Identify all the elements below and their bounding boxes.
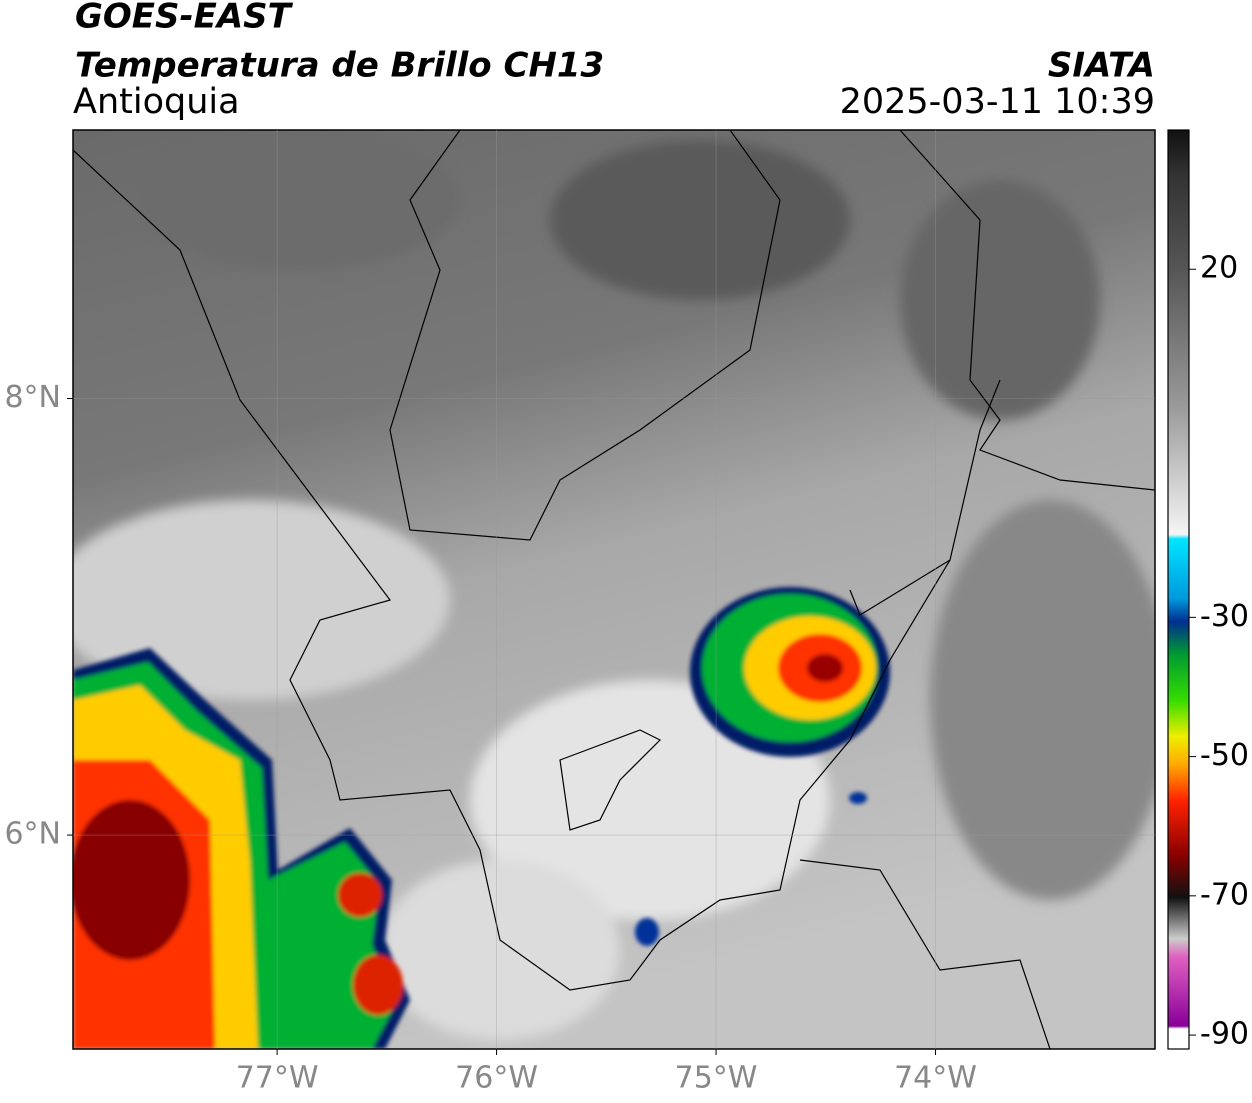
satellite-image [73,130,1155,1049]
colorbar [1167,129,1190,1050]
colorbar-tick-label: 20 [1200,251,1238,286]
x-tick-label: 76°W [455,1061,538,1096]
y-tick-label: 8°N [4,380,61,415]
colorbar-tick-label: -70 [1200,877,1249,912]
title-line1: GOES-EAST [75,0,294,37]
y-tick-label: 6°N [4,817,61,852]
x-tick-label: 77°W [236,1061,319,1096]
subtitle: Antioquia [73,82,240,122]
x-tick-label: 75°W [675,1061,758,1096]
organization: SIATA [1048,46,1155,86]
datetime: 2025-03-11 10:39 [840,82,1155,122]
title-line2: Temperatura de Brillo CH13 [75,46,604,86]
map-frame [72,129,1156,1050]
colorbar-tick-label: -90 [1200,1017,1249,1052]
x-tick-label: 74°W [894,1061,977,1096]
borders [73,130,1155,1049]
colorbar-tick-label: -30 [1200,599,1249,634]
colorbar-tick-label: -50 [1200,738,1249,773]
